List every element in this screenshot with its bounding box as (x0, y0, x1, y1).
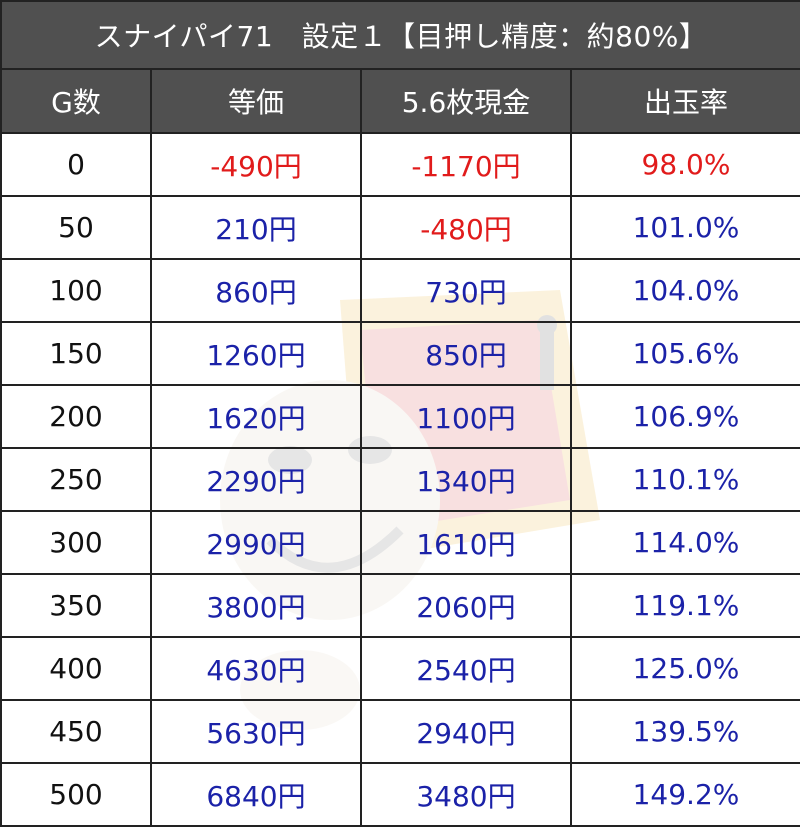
equal-exchange-cell: 2990円 (150, 510, 362, 575)
table-row: 0 -490円 -1170円 98.0% (0, 132, 800, 197)
payout-rate-cell: 125.0% (570, 636, 800, 701)
games-cell: 150 (0, 321, 152, 386)
games-cell: 450 (0, 699, 152, 764)
equal-exchange-cell: 6840円 (150, 762, 362, 827)
payout-rate-cell: 101.0% (570, 195, 800, 260)
equal-exchange-cell: 3800円 (150, 573, 362, 638)
payout-rate-cell: 114.0% (570, 510, 800, 575)
payout-rate-cell: 104.0% (570, 258, 800, 323)
table-row: 500 6840円 3480円 149.2% (0, 762, 800, 827)
header-cash-exchange: 5.6枚現金 (360, 68, 572, 134)
payout-rate-cell: 149.2% (570, 762, 800, 827)
games-cell: 350 (0, 573, 152, 638)
equal-exchange-cell: 2290円 (150, 447, 362, 512)
cash-exchange-cell: 730円 (360, 258, 572, 323)
equal-exchange-cell: 1620円 (150, 384, 362, 449)
table-row: 200 1620円 1100円 106.9% (0, 384, 800, 449)
equal-exchange-cell: 210円 (150, 195, 362, 260)
table-row: 450 5630円 2940円 139.5% (0, 699, 800, 764)
payout-rate-cell: 105.6% (570, 321, 800, 386)
header-equal-exchange: 等価 (150, 68, 362, 134)
games-cell: 50 (0, 195, 152, 260)
games-cell: 300 (0, 510, 152, 575)
cash-exchange-cell: -1170円 (360, 132, 572, 197)
payout-rate-cell: 110.1% (570, 447, 800, 512)
table-row: 400 4630円 2540円 125.0% (0, 636, 800, 701)
table-row: 350 3800円 2060円 119.1% (0, 573, 800, 638)
cash-exchange-cell: 850円 (360, 321, 572, 386)
table-row: 250 2290円 1340円 110.1% (0, 447, 800, 512)
games-cell: 250 (0, 447, 152, 512)
games-cell: 500 (0, 762, 152, 827)
games-cell: 0 (0, 132, 152, 197)
table-row: 100 860円 730円 104.0% (0, 258, 800, 323)
table-row: 150 1260円 850円 105.6% (0, 321, 800, 386)
table-body: 0 -490円 -1170円 98.0% 50 210円 -480円 101.0% 100 860… (0, 132, 800, 827)
header-payout-rate: 出玉率 (570, 68, 800, 134)
cash-exchange-cell: 1610円 (360, 510, 572, 575)
cash-exchange-cell: 2060円 (360, 573, 572, 638)
equal-exchange-cell: 1260円 (150, 321, 362, 386)
cash-exchange-cell: 1100円 (360, 384, 572, 449)
payout-rate-cell: 106.9% (570, 384, 800, 449)
games-cell: 100 (0, 258, 152, 323)
payout-rate-cell: 119.1% (570, 573, 800, 638)
equal-exchange-cell: -490円 (150, 132, 362, 197)
games-cell: 400 (0, 636, 152, 701)
header-games: G数 (0, 68, 152, 134)
equal-exchange-cell: 4630円 (150, 636, 362, 701)
table-row: 300 2990円 1610円 114.0% (0, 510, 800, 575)
equal-exchange-cell: 860円 (150, 258, 362, 323)
table-row: 50 210円 -480円 101.0% (0, 195, 800, 260)
payout-rate-cell: 139.5% (570, 699, 800, 764)
payout-rate-cell: 98.0% (570, 132, 800, 197)
table-title: スナイパイ71 設定１【目押し精度：約80%】 (0, 0, 800, 70)
cash-exchange-cell: -480円 (360, 195, 572, 260)
equal-exchange-cell: 5630円 (150, 699, 362, 764)
cash-exchange-cell: 3480円 (360, 762, 572, 827)
games-cell: 200 (0, 384, 152, 449)
cash-exchange-cell: 1340円 (360, 447, 572, 512)
cash-exchange-cell: 2540円 (360, 636, 572, 701)
cash-exchange-cell: 2940円 (360, 699, 572, 764)
